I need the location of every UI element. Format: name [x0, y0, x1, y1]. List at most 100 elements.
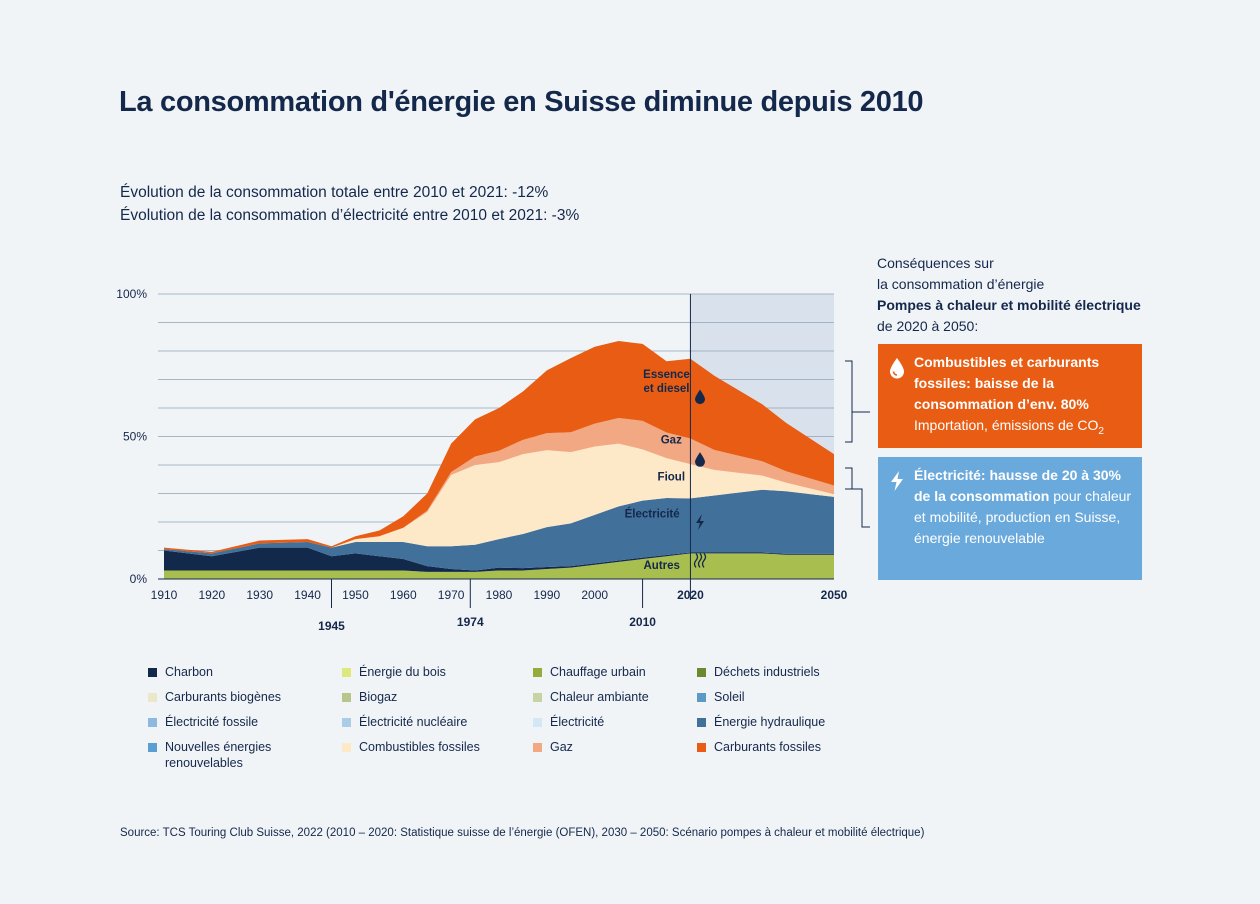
drop-icon [890, 358, 904, 379]
heat-icon [697, 553, 703, 568]
legend-label: Gaz [550, 740, 573, 754]
legend-label: Nouvelles énergies renouvelables [165, 740, 272, 770]
y-tick-label: 50% [123, 430, 147, 444]
area-label: Essence [643, 369, 690, 381]
area-label: Gaz [661, 434, 682, 446]
area-series [164, 417, 834, 554]
subtitle-block: Évolution de la consommation totale entr… [120, 181, 579, 227]
area-label: Électricité [625, 507, 680, 520]
fossil-fuel-box: Combustibles et carburants fossiles: bai… [878, 344, 1142, 448]
legend-swatch [533, 668, 542, 677]
fossil-box-sub: 2 [1098, 425, 1104, 437]
x-tick-label: 2050 [821, 588, 848, 602]
fossil-box-text: Importation, émissions de CO [914, 417, 1099, 433]
consequences-intro: Conséquences sur la consommation d’énerg… [877, 253, 1147, 337]
elec-box-text: pour chaleur et mobilité, production en … [914, 488, 1132, 546]
legend-swatch [533, 693, 542, 702]
legend-swatch [342, 743, 351, 752]
legend-item: Énergie du bois [342, 664, 533, 680]
drop-icon [695, 452, 705, 467]
intro-tail: de 2020 à 2050: [877, 318, 979, 334]
x-tick-label: 2020 [677, 588, 704, 602]
legend-item: Combustibles fossiles [342, 739, 533, 771]
x-tick-label: 1940 [294, 588, 321, 602]
legend-swatch [148, 743, 157, 752]
legend-item: Carburants fossiles [697, 739, 867, 771]
x-tick-label: 1930 [246, 588, 273, 602]
legend-swatch [342, 693, 351, 702]
lightning-icon [696, 514, 704, 530]
legend-item: Carburants biogènes [148, 689, 342, 705]
legend-swatch [697, 693, 706, 702]
legend-swatch [148, 668, 157, 677]
source-note: Source: TCS Touring Club Suisse, 2022 (2… [120, 827, 925, 839]
x-tick-label: 1980 [486, 588, 513, 602]
heat-icon [693, 553, 699, 568]
subtitle-line-electricity: Évolution de la consommation d’électrici… [120, 207, 580, 224]
legend-swatch [533, 743, 542, 752]
x-tick-label: 1970 [438, 588, 465, 602]
area-label: et diesel [643, 383, 689, 395]
legend-item: Électricité nucléaire [342, 714, 533, 730]
legend-label: Chauffage urbain [550, 665, 646, 679]
x-tick-label: 1990 [534, 588, 561, 602]
subtitle-line-total: Évolution de la consommation totale entr… [120, 184, 549, 201]
legend-item: Énergie hydraulique [697, 714, 867, 730]
area-series [164, 489, 834, 571]
legend: Charbon Énergie du bois Chauffage urbain… [148, 664, 868, 771]
area-series [164, 443, 834, 554]
fossil-bracket [845, 360, 870, 443]
legend-label: Chaleur ambiante [550, 690, 649, 704]
electricity-box: Électricité: hausse de 20 à 30% de la co… [878, 457, 1142, 580]
page-title: La consommation d'énergie en Suisse dimi… [119, 86, 924, 118]
area-series [164, 553, 834, 579]
legend-label: Déchets industriels [714, 665, 820, 679]
legend-item: Chauffage urbain [533, 664, 697, 680]
area-series [164, 547, 834, 572]
legend-swatch [148, 693, 157, 702]
drop-icon [695, 389, 705, 405]
legend-label: Soleil [714, 690, 745, 704]
y-tick-label: 0% [130, 572, 148, 586]
legend-swatch [697, 718, 706, 727]
y-tick-label: 100% [116, 287, 147, 301]
x-tick-label: 1960 [390, 588, 417, 602]
year-marker-label: 1945 [318, 619, 345, 633]
legend-label: Énergie du bois [359, 665, 446, 679]
legend-swatch [342, 718, 351, 727]
x-tick-label: 2000 [581, 588, 608, 602]
fossil-box-bold: Combustibles et carburants fossiles: bai… [914, 354, 1100, 412]
legend-swatch [697, 668, 706, 677]
legend-label: Carburants fossiles [714, 740, 821, 754]
legend-item: Électricité fossile [148, 714, 342, 730]
legend-swatch [342, 668, 351, 677]
legend-item: Gaz [533, 739, 697, 771]
legend-item: Soleil [697, 689, 867, 705]
intro-line-2: la consommation d’énergie [877, 276, 1045, 292]
legend-label: Charbon [165, 665, 213, 679]
legend-item: Biogaz [342, 689, 533, 705]
legend-item: Chaleur ambiante [533, 689, 697, 705]
area-series [164, 341, 834, 554]
legend-item: Déchets industriels [697, 664, 867, 680]
intro-line-1: Conséquences sur [877, 255, 994, 271]
x-tick-label: 1920 [199, 588, 226, 602]
area-label: Autres [643, 560, 679, 572]
heat-icon [701, 553, 707, 568]
legend-swatch [148, 718, 157, 727]
legend-label: Énergie hydraulique [714, 715, 826, 729]
legend-item: Nouvelles énergies renouvelables [148, 739, 342, 771]
legend-label: Électricité [550, 715, 605, 729]
legend-label: Électricité nucléaire [359, 715, 468, 729]
legend-item: Charbon [148, 664, 342, 680]
legend-swatch [697, 743, 706, 752]
area-label: Fioul [658, 471, 685, 483]
year-marker-label: 1974 [457, 615, 484, 629]
legend-label: Carburants biogènes [165, 690, 282, 704]
x-tick-label: 1950 [342, 588, 369, 602]
legend-label: Électricité fossile [165, 715, 259, 729]
legend-swatch [533, 718, 542, 727]
year-marker-label: 2010 [629, 615, 656, 629]
intro-bold: Pompes à chaleur et mobilité électrique [877, 297, 1141, 313]
